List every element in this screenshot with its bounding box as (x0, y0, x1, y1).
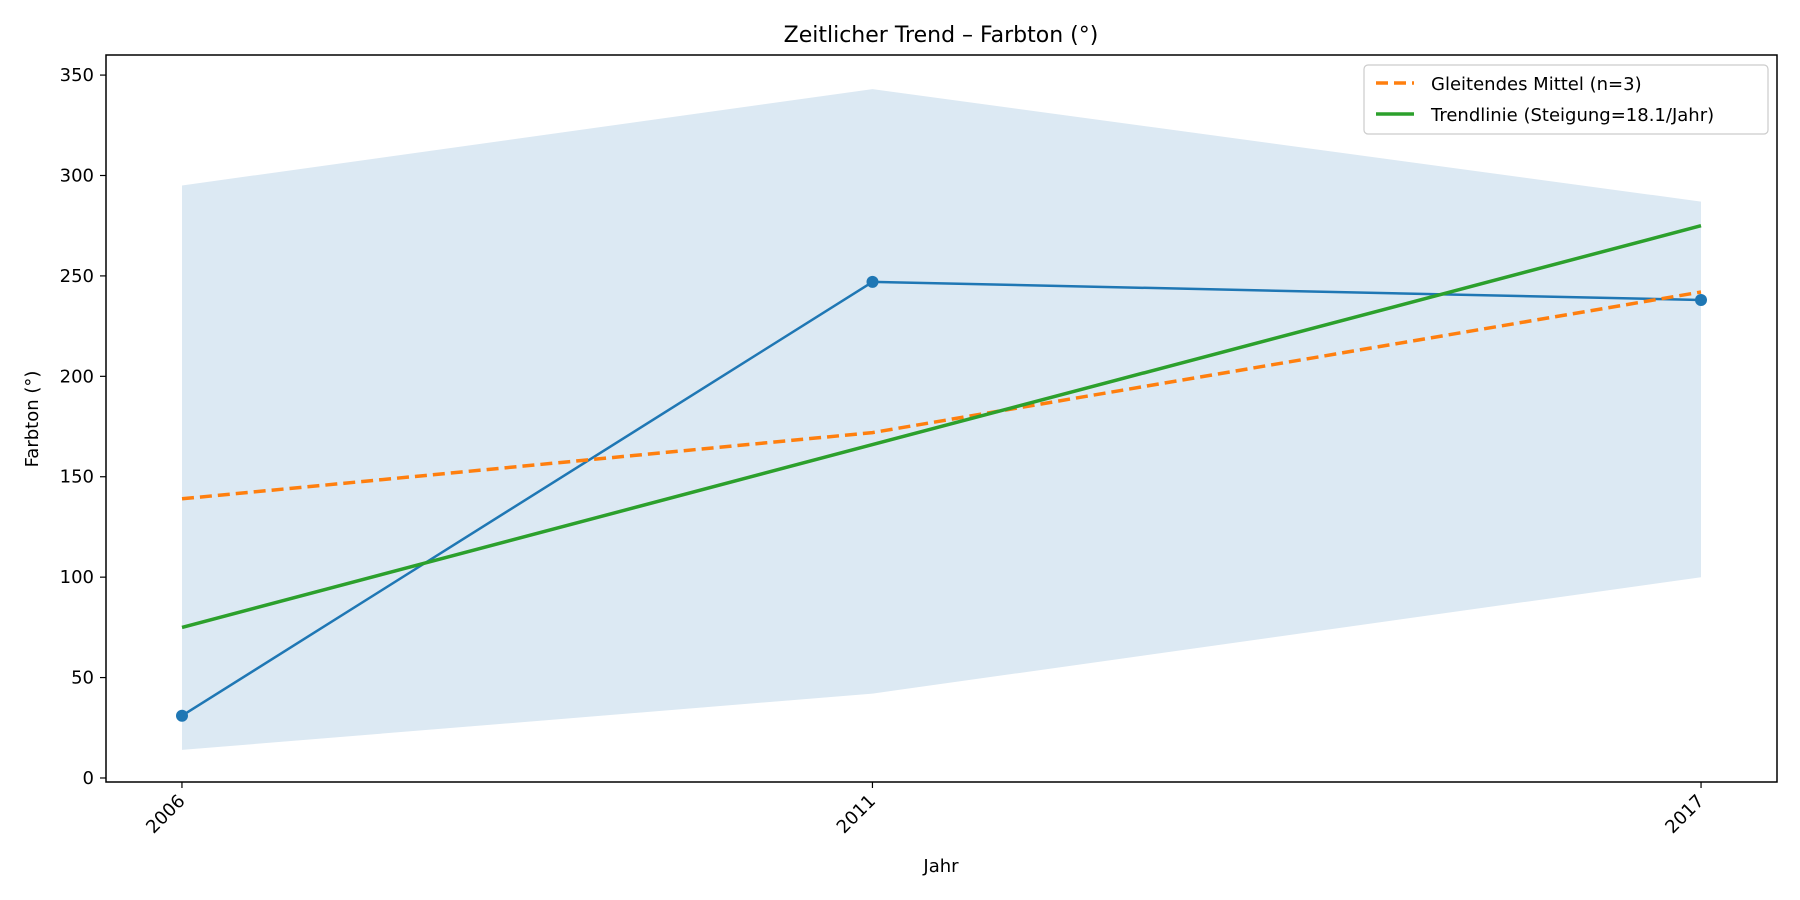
x-tick-label: 2017 (1661, 791, 1708, 838)
y-tick-label: 0 (83, 768, 94, 789)
legend: Gleitendes Mittel (n=3) Trendlinie (Stei… (1363, 64, 1769, 135)
series-0-point-0 (176, 709, 188, 722)
plot-area (105, 54, 1778, 783)
y-tick-label: 150 (60, 467, 94, 488)
series-0-point-1 (866, 275, 879, 288)
plot-frame (105, 54, 1778, 783)
legend-box (1363, 64, 1769, 135)
y-tick-label: 300 (60, 165, 94, 186)
y-tick-label: 250 (60, 266, 94, 287)
x-axis: 2006 2011 2017 (142, 782, 1709, 838)
series-line-2 (181, 224, 1702, 630)
x-tick-label: 2011 (833, 791, 880, 838)
y-tick-label: 200 (60, 366, 94, 387)
y-axis: 0 50 100 150 200 250 300 350 (60, 65, 106, 789)
series-layer (176, 224, 1707, 722)
series-0-point-2 (1695, 294, 1707, 306)
legend-label-moving-average: Gleitendes Mittel (n=3) (1431, 74, 1642, 95)
y-tick-label: 50 (71, 668, 94, 689)
y-tick-label: 350 (60, 65, 94, 86)
chart-title: Zeitlicher Trend – Farbton (°) (784, 23, 1099, 48)
x-tick-label: 2006 (142, 791, 189, 838)
x-axis-title: Jahr (922, 856, 959, 877)
legend-label-trend-line: Trendlinie (Steigung=18.1/Jahr) (1430, 105, 1714, 126)
y-axis-title: Farbton (°) (22, 371, 43, 468)
series-line-1 (181, 290, 1702, 501)
y-tick-label: 100 (60, 567, 94, 588)
